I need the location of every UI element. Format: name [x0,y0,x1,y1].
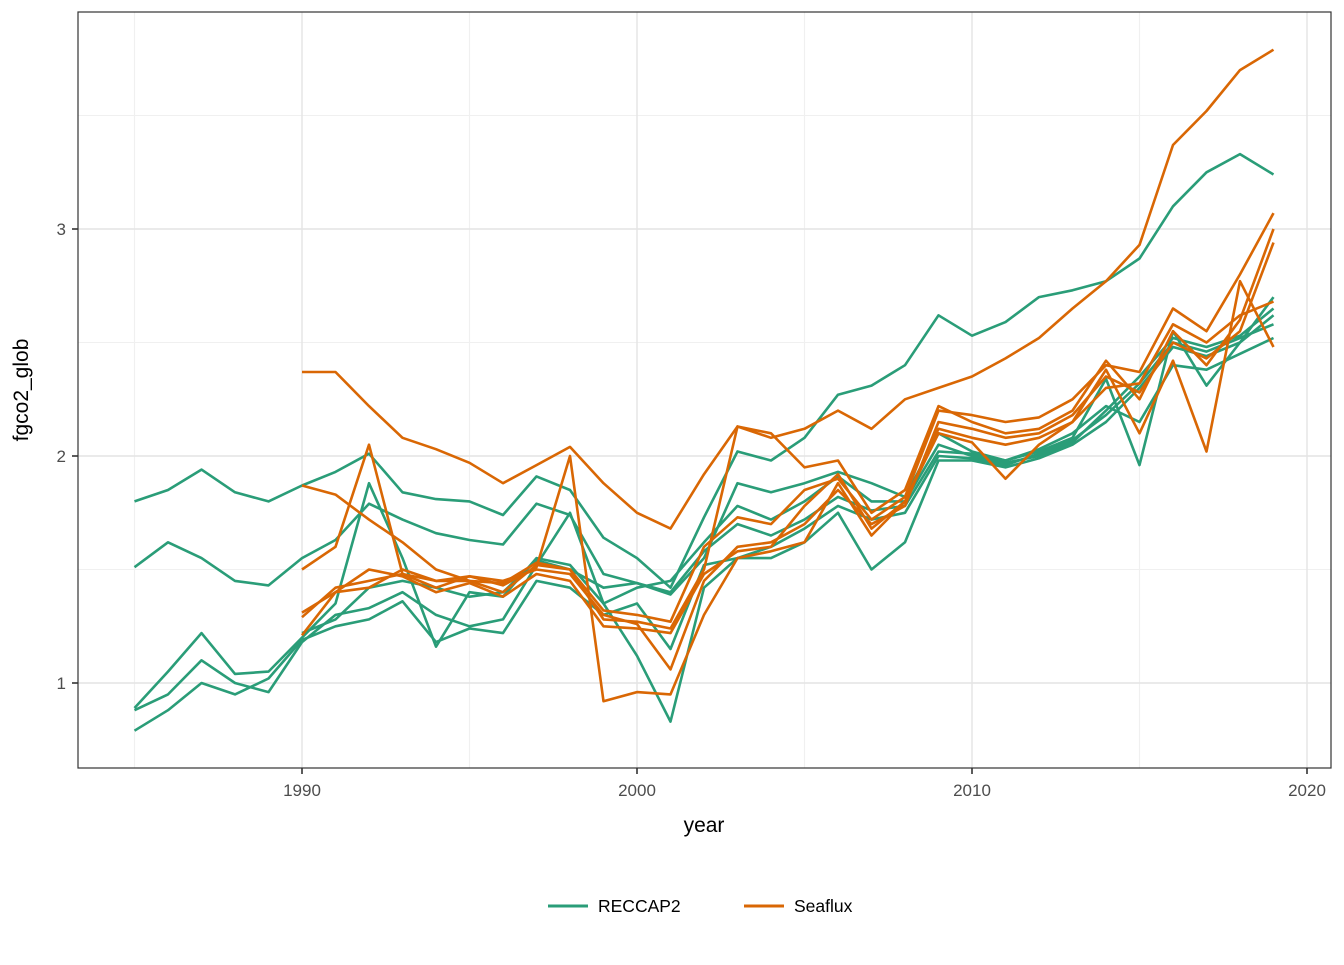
x-tick-label: 2000 [618,781,656,800]
axis-tick-marks [72,228,1308,774]
x-axis-tick-labels: 1990 2000 2010 2020 [283,781,1326,800]
series-line-Seaflux-product-5 [301,242,1275,671]
y-tick-label: 1 [57,674,66,693]
series-lines [133,48,1275,732]
x-axis-title: year [684,814,725,837]
legend-label-reccap2: RECCAP2 [598,896,681,916]
y-tick-label: 2 [57,447,66,466]
panel-border [77,11,1332,769]
series-line-Seaflux-product-6 [300,300,1274,637]
series-line-Seaflux-product-4 [301,228,1275,630]
major-gridlines [78,12,1331,768]
x-tick-label: 2020 [1288,781,1326,800]
x-tick-label: 1990 [283,781,321,800]
legend: RECCAP2 Seaflux [548,896,853,916]
series-line-RECCAP2-model-2 [133,296,1275,596]
series-line-RECCAP2-model-1 [134,152,1275,590]
legend-label-seaflux: Seaflux [794,896,853,916]
y-axis-title: fgco2_glob [10,339,33,442]
x-tick-label: 2010 [953,781,991,800]
series-line-Seaflux-product-1 [302,48,1275,530]
y-axis-tick-labels: 1 2 3 [57,220,66,693]
y-tick-label: 3 [57,220,66,239]
